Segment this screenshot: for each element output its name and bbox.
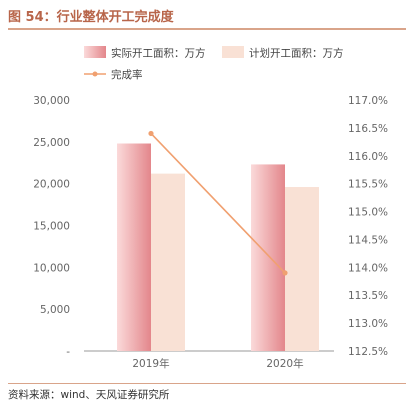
chart-title: 图 54：行业整体开工完成度 bbox=[8, 10, 174, 25]
y-right-tick-label: 116.0% bbox=[348, 151, 388, 163]
y-right-tick-label: 113.5% bbox=[348, 290, 388, 302]
legend-marker-rate bbox=[92, 71, 98, 77]
bar-actual bbox=[251, 164, 285, 351]
x-tick-label: 2020年 bbox=[266, 357, 303, 370]
bar-actual bbox=[117, 143, 151, 351]
y-left-tick-label: 20,000 bbox=[33, 179, 70, 191]
y-left-tick-label: 25,000 bbox=[33, 137, 70, 149]
y-right-tick-label: 115.0% bbox=[348, 207, 388, 219]
y-right-tick-label: 115.5% bbox=[348, 179, 388, 191]
x-tick-label: 2019年 bbox=[132, 357, 169, 370]
source-divider bbox=[8, 383, 406, 384]
legend-label-1: 实际开工面积：万方 bbox=[111, 47, 206, 60]
y-left-tick-label: 10,000 bbox=[33, 262, 70, 274]
rate-line bbox=[150, 132, 286, 274]
rate-point bbox=[148, 130, 154, 137]
y-right-tick-label: 114.5% bbox=[348, 234, 388, 246]
source-note: 资料来源：wind、天风证券研究所 bbox=[8, 389, 170, 401]
legend-label-2: 计划开工面积：万方 bbox=[249, 47, 344, 60]
y-left-tick-label: 5,000 bbox=[40, 304, 70, 316]
y-right-tick-label: 116.5% bbox=[348, 123, 388, 135]
y-right-tick-label: 113.0% bbox=[348, 318, 388, 330]
rate-point bbox=[282, 270, 288, 276]
legend-label-rate: 完成率 bbox=[111, 68, 143, 81]
title-divider bbox=[8, 28, 406, 30]
y-right-tick-label: 117.0% bbox=[348, 95, 388, 107]
legend-swatch-2 bbox=[222, 46, 244, 58]
y-left-tick-label: 30,000 bbox=[33, 95, 70, 107]
bar-planned bbox=[285, 187, 319, 351]
y-right-tick-label: 112.5% bbox=[348, 346, 388, 358]
legend-swatch-1 bbox=[84, 46, 106, 58]
bar-planned bbox=[151, 173, 185, 351]
y-left-tick-label: - bbox=[66, 346, 70, 358]
y-left-tick-label: 15,000 bbox=[33, 221, 70, 233]
y-right-tick-label: 114.0% bbox=[348, 262, 388, 274]
